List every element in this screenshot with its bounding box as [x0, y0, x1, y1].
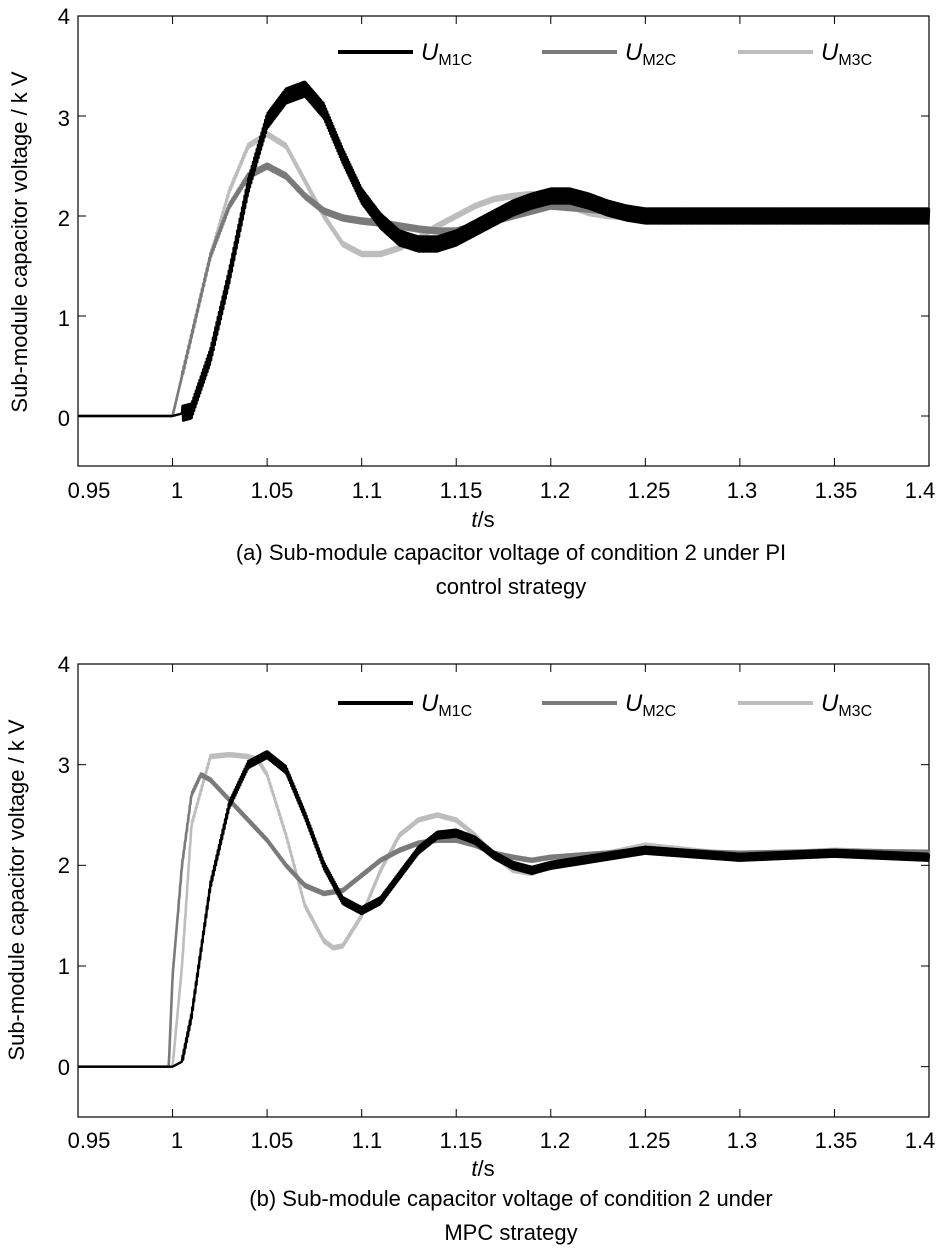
chart-b-series [77, 750, 931, 1068]
chart-b-x-axis-unit: /s [478, 1156, 495, 1181]
chart-a-xtick-9: 1.4 [905, 478, 936, 503]
chart-b-x-axis-var: t [471, 1156, 478, 1181]
chart-a-caption-line1: (a) Sub-module capacitor voltage of cond… [236, 540, 786, 565]
chart-b-xtick-0: 0.95 [68, 1128, 111, 1153]
chart-b-caption-line2: MPC strategy [444, 1220, 577, 1245]
chart-b-y-tick-labels: 0 1 2 3 4 [58, 652, 70, 1080]
chart-b-ticks [77, 663, 930, 1117]
chart-a-plot-area [77, 15, 930, 467]
chart-a-ytick-2: 2 [58, 206, 70, 231]
chart-b-ytick-1: 1 [58, 954, 70, 979]
chart-a-xtick-7: 1.3 [727, 478, 758, 503]
chart-a-ticks [77, 15, 930, 466]
chart-a-xtick-5: 1.2 [540, 478, 571, 503]
chart-a-series [77, 80, 931, 422]
chart-b-xtick-2: 1.05 [251, 1128, 294, 1153]
chart-a: 0 1 2 3 4 0.95 1 1.05 1.1 1.15 1.2 1.25 … [7, 4, 935, 599]
chart-b-legend-label-m2c: UM2C [625, 690, 676, 720]
chart-a-xtick-4: 1.15 [440, 478, 483, 503]
chart-a-ytick-4: 4 [58, 4, 70, 29]
chart-a-legend: UM1C UM2C UM3C [338, 39, 872, 69]
chart-a-y-axis-label: Sub-module capacitor voltage / k V [7, 71, 32, 413]
chart-a-x-axis-unit: /s [478, 507, 495, 532]
chart-b-y-axis-label: Sub-module capacitor voltage / k V [4, 719, 29, 1061]
chart-a-xtick-0: 0.95 [68, 478, 111, 503]
chart-a-ytick-3: 3 [58, 106, 70, 131]
chart-a-xtick-3: 1.1 [352, 478, 383, 503]
chart-b-x-axis-label: t/s [471, 1156, 494, 1181]
chart-a-legend-label-m2c: UM2C [625, 39, 676, 69]
chart-a-xtick-8: 1.35 [815, 478, 858, 503]
chart-b-ytick-3: 3 [58, 753, 70, 778]
chart-a-ytick-0: 0 [58, 406, 70, 431]
chart-a-y-tick-labels: 0 1 2 3 4 [58, 4, 70, 431]
chart-a-x-axis-var: t [471, 507, 478, 532]
chart-a-ytick-1: 1 [58, 306, 70, 331]
chart-a-x-axis-label: t/s [471, 507, 494, 532]
chart-a-xtick-2: 1.05 [251, 478, 294, 503]
chart-b-legend-label-m1c: UM1C [421, 690, 472, 720]
chart-b-ytick-4: 4 [58, 652, 70, 677]
chart-b-xtick-8: 1.35 [815, 1128, 858, 1153]
chart-b-ytick-0: 0 [58, 1055, 70, 1080]
chart-b-legend: UM1C UM2C UM3C [338, 690, 872, 720]
chart-a-caption-line2: control strategy [436, 574, 586, 599]
chart-b-xtick-7: 1.3 [727, 1128, 758, 1153]
chart-b-xtick-9: 1.4 [905, 1128, 936, 1153]
chart-b-xtick-1: 1 [171, 1128, 183, 1153]
chart-a-series-m1c [77, 80, 931, 422]
chart-b-xtick-5: 1.2 [540, 1128, 571, 1153]
chart-a-legend-label-m3c: UM3C [821, 39, 872, 69]
chart-b-plot-area [77, 663, 930, 1118]
chart-b-x-tick-labels: 0.95 1 1.05 1.1 1.15 1.2 1.25 1.3 1.35 1… [68, 1128, 936, 1153]
chart-b-xtick-3: 1.1 [352, 1128, 383, 1153]
chart-b-ytick-2: 2 [58, 853, 70, 878]
chart-b-legend-label-m3c: UM3C [821, 690, 872, 720]
chart-a-x-tick-labels: 0.95 1 1.05 1.1 1.15 1.2 1.25 1.3 1.35 1… [68, 478, 936, 503]
chart-a-legend-label-m1c: UM1C [421, 39, 472, 69]
chart-b: 0 1 2 3 4 0.95 1 1.05 1.1 1.15 1.2 1.25 … [4, 652, 935, 1245]
chart-a-xtick-6: 1.25 [628, 478, 671, 503]
chart-b-xtick-4: 1.15 [440, 1128, 483, 1153]
chart-b-series-m1c [77, 750, 931, 1068]
chart-b-caption-line1: (b) Sub-module capacitor voltage of cond… [249, 1186, 772, 1211]
chart-b-xtick-6: 1.25 [628, 1128, 671, 1153]
chart-a-xtick-1: 1 [171, 478, 183, 503]
